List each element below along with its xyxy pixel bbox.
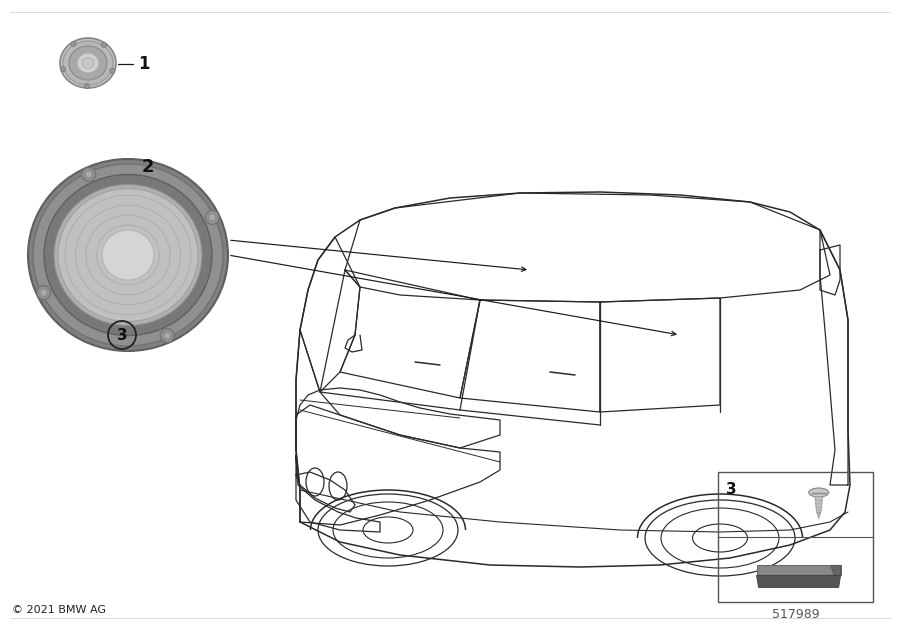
Text: 3: 3 [726, 482, 736, 497]
Circle shape [102, 42, 106, 47]
Polygon shape [757, 565, 841, 575]
Ellipse shape [33, 164, 223, 346]
Ellipse shape [28, 159, 228, 351]
Ellipse shape [102, 230, 154, 280]
Ellipse shape [54, 185, 202, 326]
Circle shape [110, 69, 115, 73]
Circle shape [85, 84, 90, 88]
Circle shape [71, 42, 76, 47]
Ellipse shape [77, 53, 99, 73]
Circle shape [60, 67, 66, 72]
Ellipse shape [69, 46, 107, 80]
Circle shape [164, 332, 171, 339]
Ellipse shape [809, 488, 829, 497]
Circle shape [86, 171, 92, 178]
Text: 3: 3 [117, 328, 127, 343]
Polygon shape [829, 565, 841, 585]
Polygon shape [817, 512, 821, 518]
Polygon shape [757, 575, 841, 587]
Bar [718, 472, 873, 602]
Text: 2: 2 [142, 158, 154, 176]
Ellipse shape [44, 175, 212, 336]
Circle shape [209, 214, 216, 221]
Ellipse shape [60, 38, 116, 88]
Polygon shape [814, 496, 823, 512]
Ellipse shape [82, 57, 94, 69]
Text: 517989: 517989 [771, 607, 819, 621]
Circle shape [82, 168, 95, 181]
Ellipse shape [58, 188, 198, 321]
Circle shape [37, 285, 50, 300]
Circle shape [160, 329, 175, 343]
Circle shape [40, 289, 47, 296]
Text: © 2021 BMW AG: © 2021 BMW AG [12, 605, 106, 615]
Ellipse shape [63, 41, 113, 85]
Text: 1: 1 [138, 55, 149, 73]
Circle shape [205, 210, 220, 224]
